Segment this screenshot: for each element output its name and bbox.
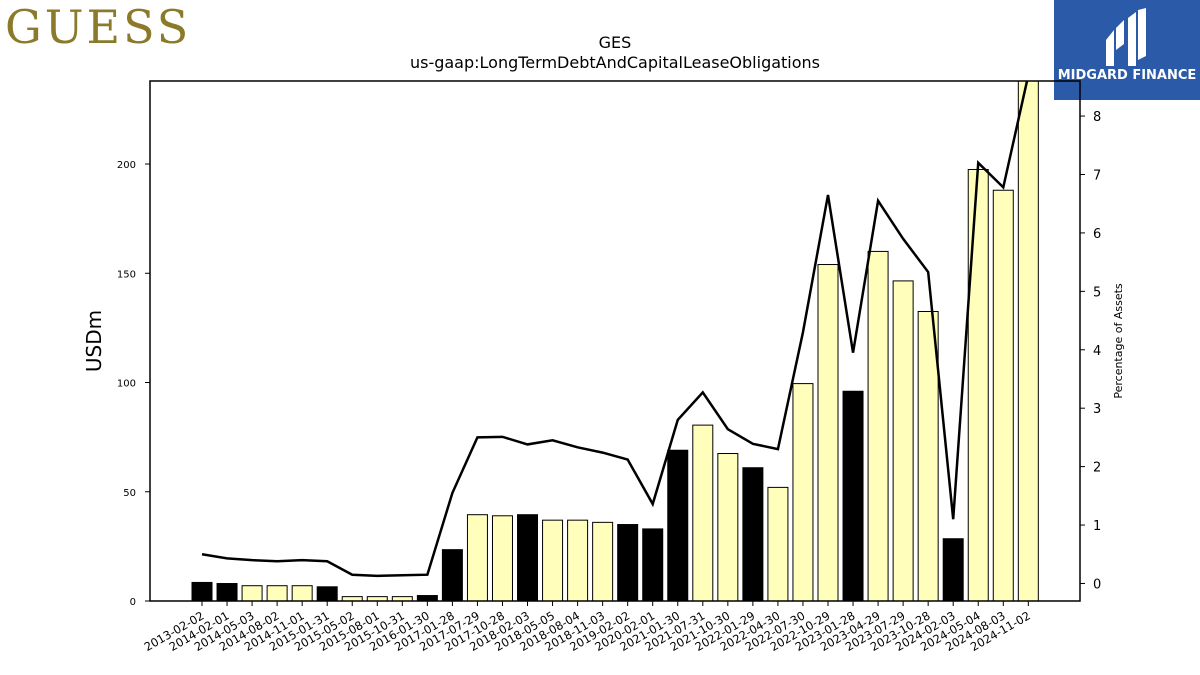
- y2-tick-label: 6: [1093, 227, 1101, 242]
- plot-frame: [149, 80, 1081, 602]
- bar: [617, 524, 639, 602]
- bar: [692, 424, 714, 602]
- bar: [441, 549, 463, 602]
- y-tick-label: 150: [117, 269, 136, 280]
- midgard-logo-icon: [1106, 8, 1146, 66]
- y2-tick-label: 3: [1093, 402, 1101, 417]
- chart-subtitle: us-gaap:LongTermDebtAndCapitalLeaseOblig…: [409, 53, 821, 72]
- y2-tick-label: 2: [1093, 461, 1101, 476]
- bar: [767, 486, 789, 602]
- bar: [792, 383, 814, 602]
- bar: [867, 250, 889, 602]
- y2-tick-label: 8: [1093, 110, 1101, 125]
- guess-logo: GUESS: [5, 0, 192, 54]
- bar: [942, 538, 964, 602]
- y-axis-label: USDm: [82, 310, 106, 372]
- bar: [517, 514, 539, 602]
- bar: [291, 585, 313, 602]
- bar: [191, 581, 213, 602]
- bar: [642, 528, 664, 602]
- chart-title: GES: [598, 33, 632, 52]
- bar: [567, 519, 589, 602]
- y2-axis-label: Percentage of Assets: [1112, 283, 1125, 399]
- midgard-brand-text: MIDGARD FINANCE: [1057, 68, 1197, 83]
- y-tick-label: 50: [123, 488, 136, 499]
- y-tick-label: 100: [117, 379, 136, 390]
- midgard-finance-logo: MIDGARD FINANCE: [1054, 0, 1200, 100]
- bar: [542, 519, 564, 602]
- bar: [667, 449, 689, 602]
- bar: [717, 453, 739, 602]
- bar: [266, 585, 288, 602]
- asset-percentage-line: [201, 81, 1029, 578]
- y-tick-label: 0: [130, 597, 136, 608]
- y2-tick-label: 4: [1093, 344, 1101, 359]
- bar: [592, 521, 614, 602]
- bar: [892, 280, 914, 602]
- y2-tick-label: 1: [1093, 519, 1101, 534]
- bar: [992, 189, 1014, 602]
- bar: [742, 467, 764, 602]
- y2-tick-label: 0: [1093, 577, 1101, 592]
- bar: [416, 595, 438, 602]
- bar: [316, 586, 338, 602]
- bar: [216, 583, 238, 602]
- bar: [967, 168, 989, 602]
- bar: [842, 390, 864, 602]
- bar: [466, 514, 488, 602]
- bar: [1017, 80, 1039, 602]
- bar: [917, 311, 939, 602]
- bar: [241, 585, 263, 602]
- bar: [491, 515, 513, 602]
- y2-tick-label: 5: [1093, 285, 1101, 300]
- y-tick-label: 200: [117, 160, 136, 171]
- bar: [817, 264, 839, 602]
- y2-tick-label: 7: [1093, 168, 1101, 183]
